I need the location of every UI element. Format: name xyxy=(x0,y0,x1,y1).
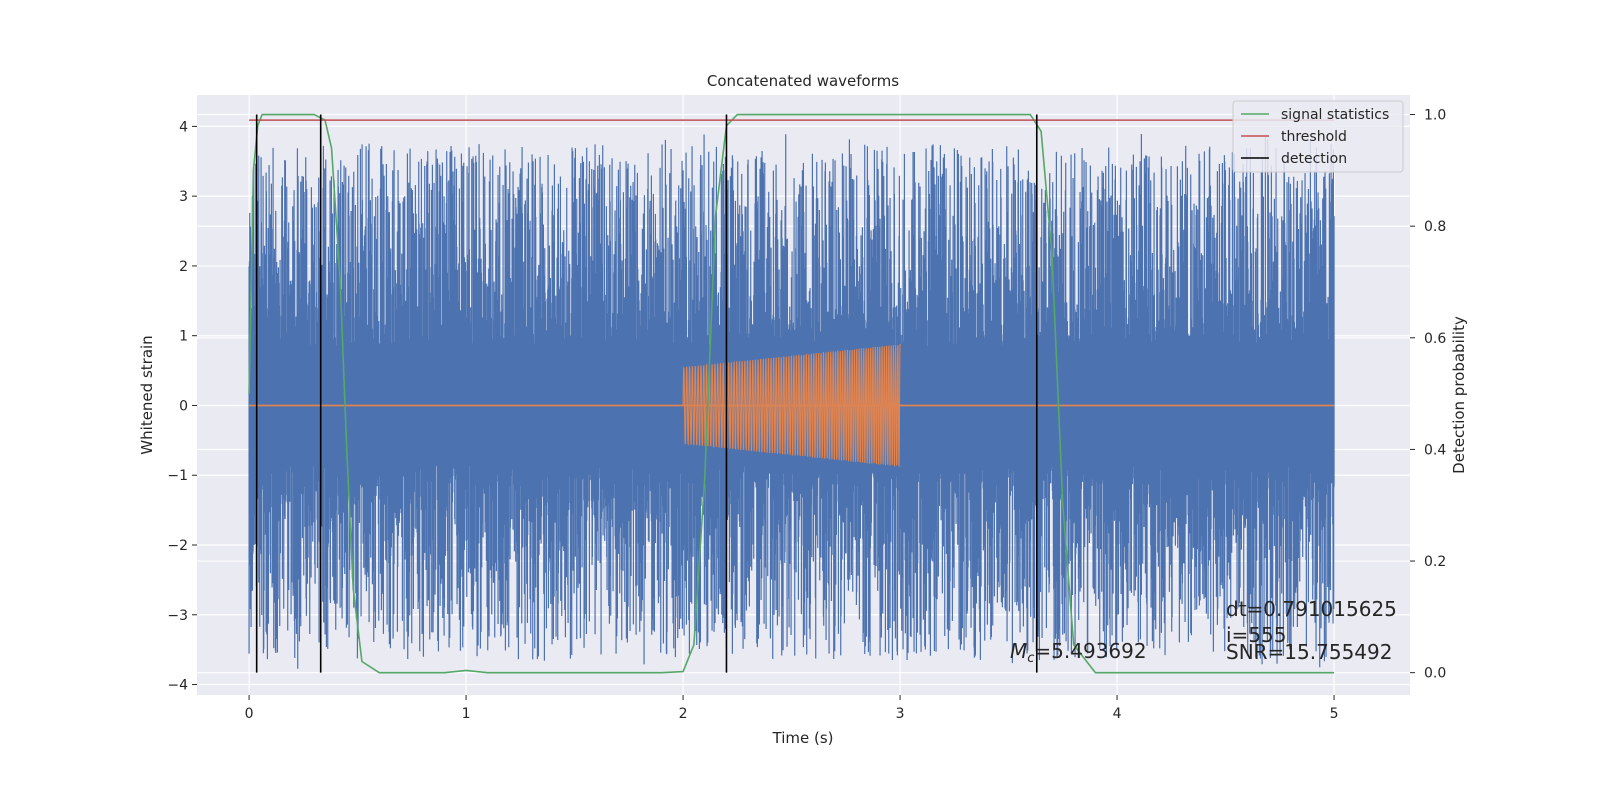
x-tick-label: 1 xyxy=(462,706,471,722)
series-1 xyxy=(249,344,1335,467)
x-axis-label: Time (s) xyxy=(772,729,834,747)
x-tick-label: 4 xyxy=(1113,706,1122,722)
annotation-mc-value: =5.493692 xyxy=(1034,639,1146,663)
y2-tick-label: 0.0 xyxy=(1424,666,1446,682)
series-2 xyxy=(248,113,1335,674)
legend-label-signal-statistics: signal statistics xyxy=(1281,107,1389,123)
y-axis-label: Whitened strain xyxy=(138,335,156,454)
x-tick-label: 0 xyxy=(245,706,254,722)
legend-label-threshold: threshold xyxy=(1281,129,1347,145)
x-tick-label: 3 xyxy=(896,706,905,722)
annotation-snr: SNR=15.755492 xyxy=(1226,640,1392,664)
y-tick-label: 4 xyxy=(179,119,188,135)
series-layer xyxy=(248,113,1335,674)
x-tick-label: 2 xyxy=(679,706,688,722)
y2-tick-label: 0.2 xyxy=(1424,554,1446,570)
signal-statistics-line xyxy=(248,113,1335,674)
chart-title: Concatenated waveforms xyxy=(707,72,899,90)
y-tick-label: 1 xyxy=(179,329,188,345)
annotation-mc-symbol: M xyxy=(1010,639,1027,663)
y-tick-label: 0 xyxy=(179,398,188,414)
y-tick-label: −2 xyxy=(167,538,188,554)
detection-lines xyxy=(255,114,1038,673)
waveform-chirp xyxy=(682,344,901,467)
y2-tick-label: 0.6 xyxy=(1424,331,1446,347)
annotation-mc: Mc=5.493692 xyxy=(1010,639,1147,666)
annotation-mc-sub: c xyxy=(1027,651,1034,666)
legend: signal statistics threshold detection xyxy=(1232,100,1404,173)
annotation-group: dt=0.791015625 i=555 SNR=15.755492 Mc=5.… xyxy=(1010,597,1397,666)
y2-tick-label: 0.8 xyxy=(1424,219,1446,235)
legend-label-detection: detection xyxy=(1281,151,1347,167)
tick-labels: 0 1 2 3 4 5 −4 −3 −2 −1 0 1 2 3 4 0.0 0.2 0.4 0.6 0.8 1.0 xyxy=(167,108,1446,722)
y2-tick-label: 1.0 xyxy=(1424,108,1446,124)
x-tick-label: 5 xyxy=(1330,706,1339,722)
y-tick-label: 3 xyxy=(179,189,188,205)
y-tick-label: −3 xyxy=(167,608,188,624)
y2-axis-label: Detection probability xyxy=(1450,316,1468,474)
annotation-i: i=555 xyxy=(1226,623,1287,647)
legend-box xyxy=(1232,100,1404,173)
y2-tick-label: 0.4 xyxy=(1424,442,1446,458)
y-tick-label: −1 xyxy=(167,468,188,484)
y-tick-label: −4 xyxy=(167,678,188,694)
annotation-dt: dt=0.791015625 xyxy=(1226,597,1397,621)
y-tick-label: 2 xyxy=(179,259,188,275)
